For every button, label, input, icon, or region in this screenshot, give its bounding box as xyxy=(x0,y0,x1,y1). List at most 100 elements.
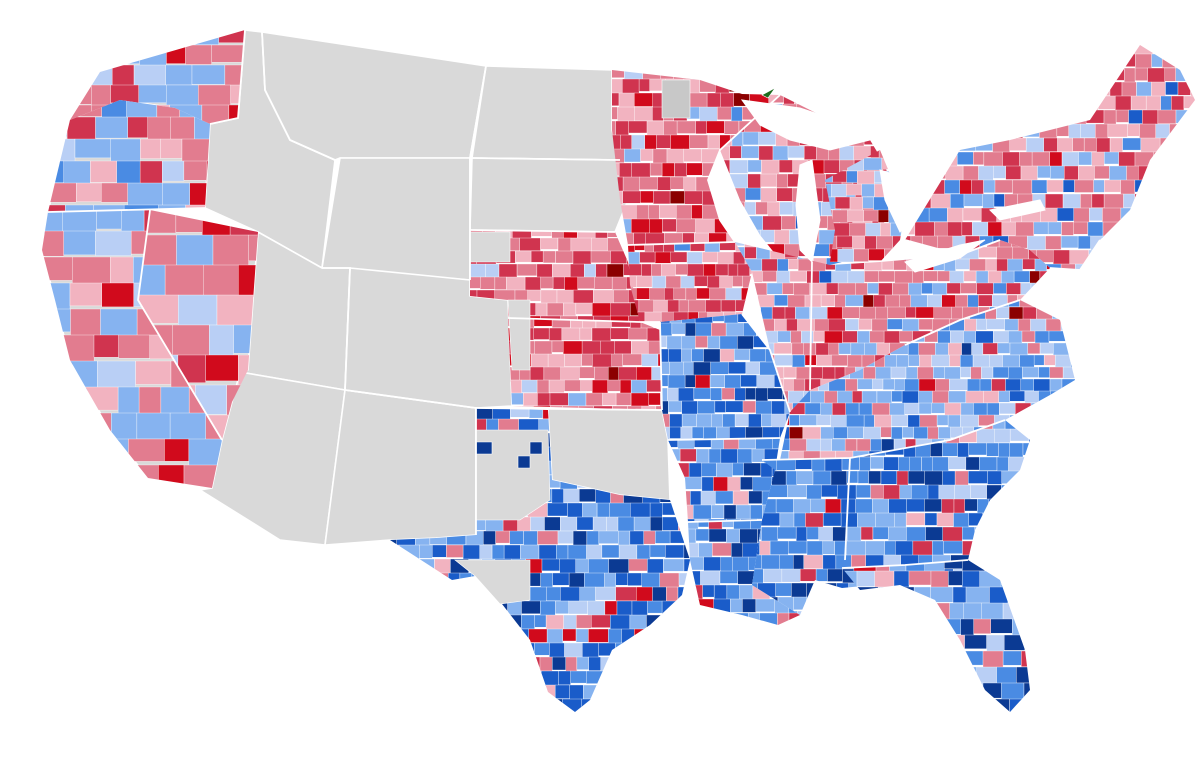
county-cell xyxy=(802,426,822,440)
county-cell xyxy=(1187,151,1195,166)
county-cell xyxy=(1188,235,1195,249)
county-cell xyxy=(842,330,858,343)
county-cell xyxy=(1053,342,1070,357)
county-cell xyxy=(667,628,681,642)
county-cell xyxy=(776,187,793,202)
county-cell xyxy=(1033,414,1046,427)
county-cell xyxy=(390,586,405,603)
county-cell xyxy=(830,596,843,611)
county-cell xyxy=(63,230,96,256)
county-cell xyxy=(1175,67,1195,82)
county-cell xyxy=(850,342,865,356)
county-cell xyxy=(804,402,821,415)
county-cell xyxy=(1034,555,1053,573)
county-cell xyxy=(842,618,855,636)
county-cell xyxy=(793,596,807,610)
county-cell xyxy=(971,342,984,356)
county-cell xyxy=(653,299,668,313)
county-cell xyxy=(699,78,716,93)
county-cell xyxy=(172,324,210,356)
county-cell xyxy=(905,151,918,168)
county-cell xyxy=(1061,378,1075,393)
county-cell xyxy=(1002,354,1020,369)
county-cell xyxy=(1039,426,1055,440)
county-cell xyxy=(927,426,939,441)
county-cell xyxy=(775,498,794,513)
county-cell xyxy=(842,95,862,104)
county-cell xyxy=(576,516,594,531)
county-cell xyxy=(404,586,418,601)
county-cell xyxy=(572,250,592,266)
county-cell xyxy=(1028,53,1046,68)
county-cell xyxy=(530,250,544,263)
county-cell xyxy=(586,670,607,684)
county-cell xyxy=(40,125,59,147)
county-cell xyxy=(846,183,862,196)
county-cell xyxy=(588,656,601,671)
state-new-mexico xyxy=(324,389,477,546)
county-cell xyxy=(1034,330,1050,344)
county-cell xyxy=(1130,95,1147,111)
county-cell xyxy=(618,92,635,109)
county-cell xyxy=(653,190,671,205)
county-cell xyxy=(996,246,1013,260)
county-cell xyxy=(758,145,774,162)
state-border xyxy=(659,321,663,411)
county-cell xyxy=(650,516,663,532)
county-cell xyxy=(710,176,723,194)
county-cell xyxy=(1039,342,1054,354)
county-cell xyxy=(813,330,825,342)
county-cell xyxy=(1165,221,1178,236)
county-cell xyxy=(414,614,435,630)
county-cell xyxy=(622,176,640,193)
county-cell xyxy=(1027,450,1043,460)
county-cell xyxy=(1045,235,1062,250)
county-cell xyxy=(1041,282,1050,295)
county-cell xyxy=(1004,634,1026,651)
border-layer xyxy=(47,29,1101,569)
county-cell xyxy=(1136,81,1152,97)
county-cell xyxy=(729,145,742,159)
county-cell xyxy=(651,263,662,277)
county-cell xyxy=(533,327,550,340)
county-cell xyxy=(752,476,772,492)
county-cell xyxy=(642,70,661,81)
county-cell xyxy=(437,656,454,673)
county-cell xyxy=(941,498,955,515)
county-cell xyxy=(510,408,530,418)
county-cell xyxy=(1061,221,1074,236)
state-border xyxy=(741,313,791,413)
county-cell xyxy=(842,698,855,712)
county-cell xyxy=(726,528,740,543)
county-cell xyxy=(691,348,704,362)
county-cell xyxy=(636,204,649,222)
county-cell xyxy=(79,30,104,47)
county-cell xyxy=(557,237,572,253)
county-cell xyxy=(905,81,918,98)
county-cell xyxy=(793,512,806,528)
county-cell xyxy=(878,586,900,604)
lake-superior xyxy=(740,99,871,151)
county-cell xyxy=(965,390,984,405)
county-cell xyxy=(873,294,886,308)
county-cell xyxy=(742,229,761,244)
county-cell xyxy=(1150,221,1166,236)
county-cell xyxy=(424,713,439,726)
county-cell xyxy=(564,713,585,725)
county-cell xyxy=(662,516,679,531)
county-cell xyxy=(825,498,842,514)
county-cell xyxy=(832,402,846,417)
county-cell xyxy=(652,148,668,164)
county-cell xyxy=(659,642,677,657)
county-cell xyxy=(545,614,564,631)
county-cell xyxy=(588,558,609,575)
county-cell xyxy=(909,456,922,472)
county-cell xyxy=(676,218,696,233)
county-cell xyxy=(842,682,856,701)
county-cell xyxy=(688,92,708,109)
county-cell xyxy=(1009,342,1028,356)
county-cell xyxy=(937,330,951,345)
county-cell xyxy=(702,584,715,598)
county-cell xyxy=(918,318,933,330)
county-cell xyxy=(946,282,961,294)
